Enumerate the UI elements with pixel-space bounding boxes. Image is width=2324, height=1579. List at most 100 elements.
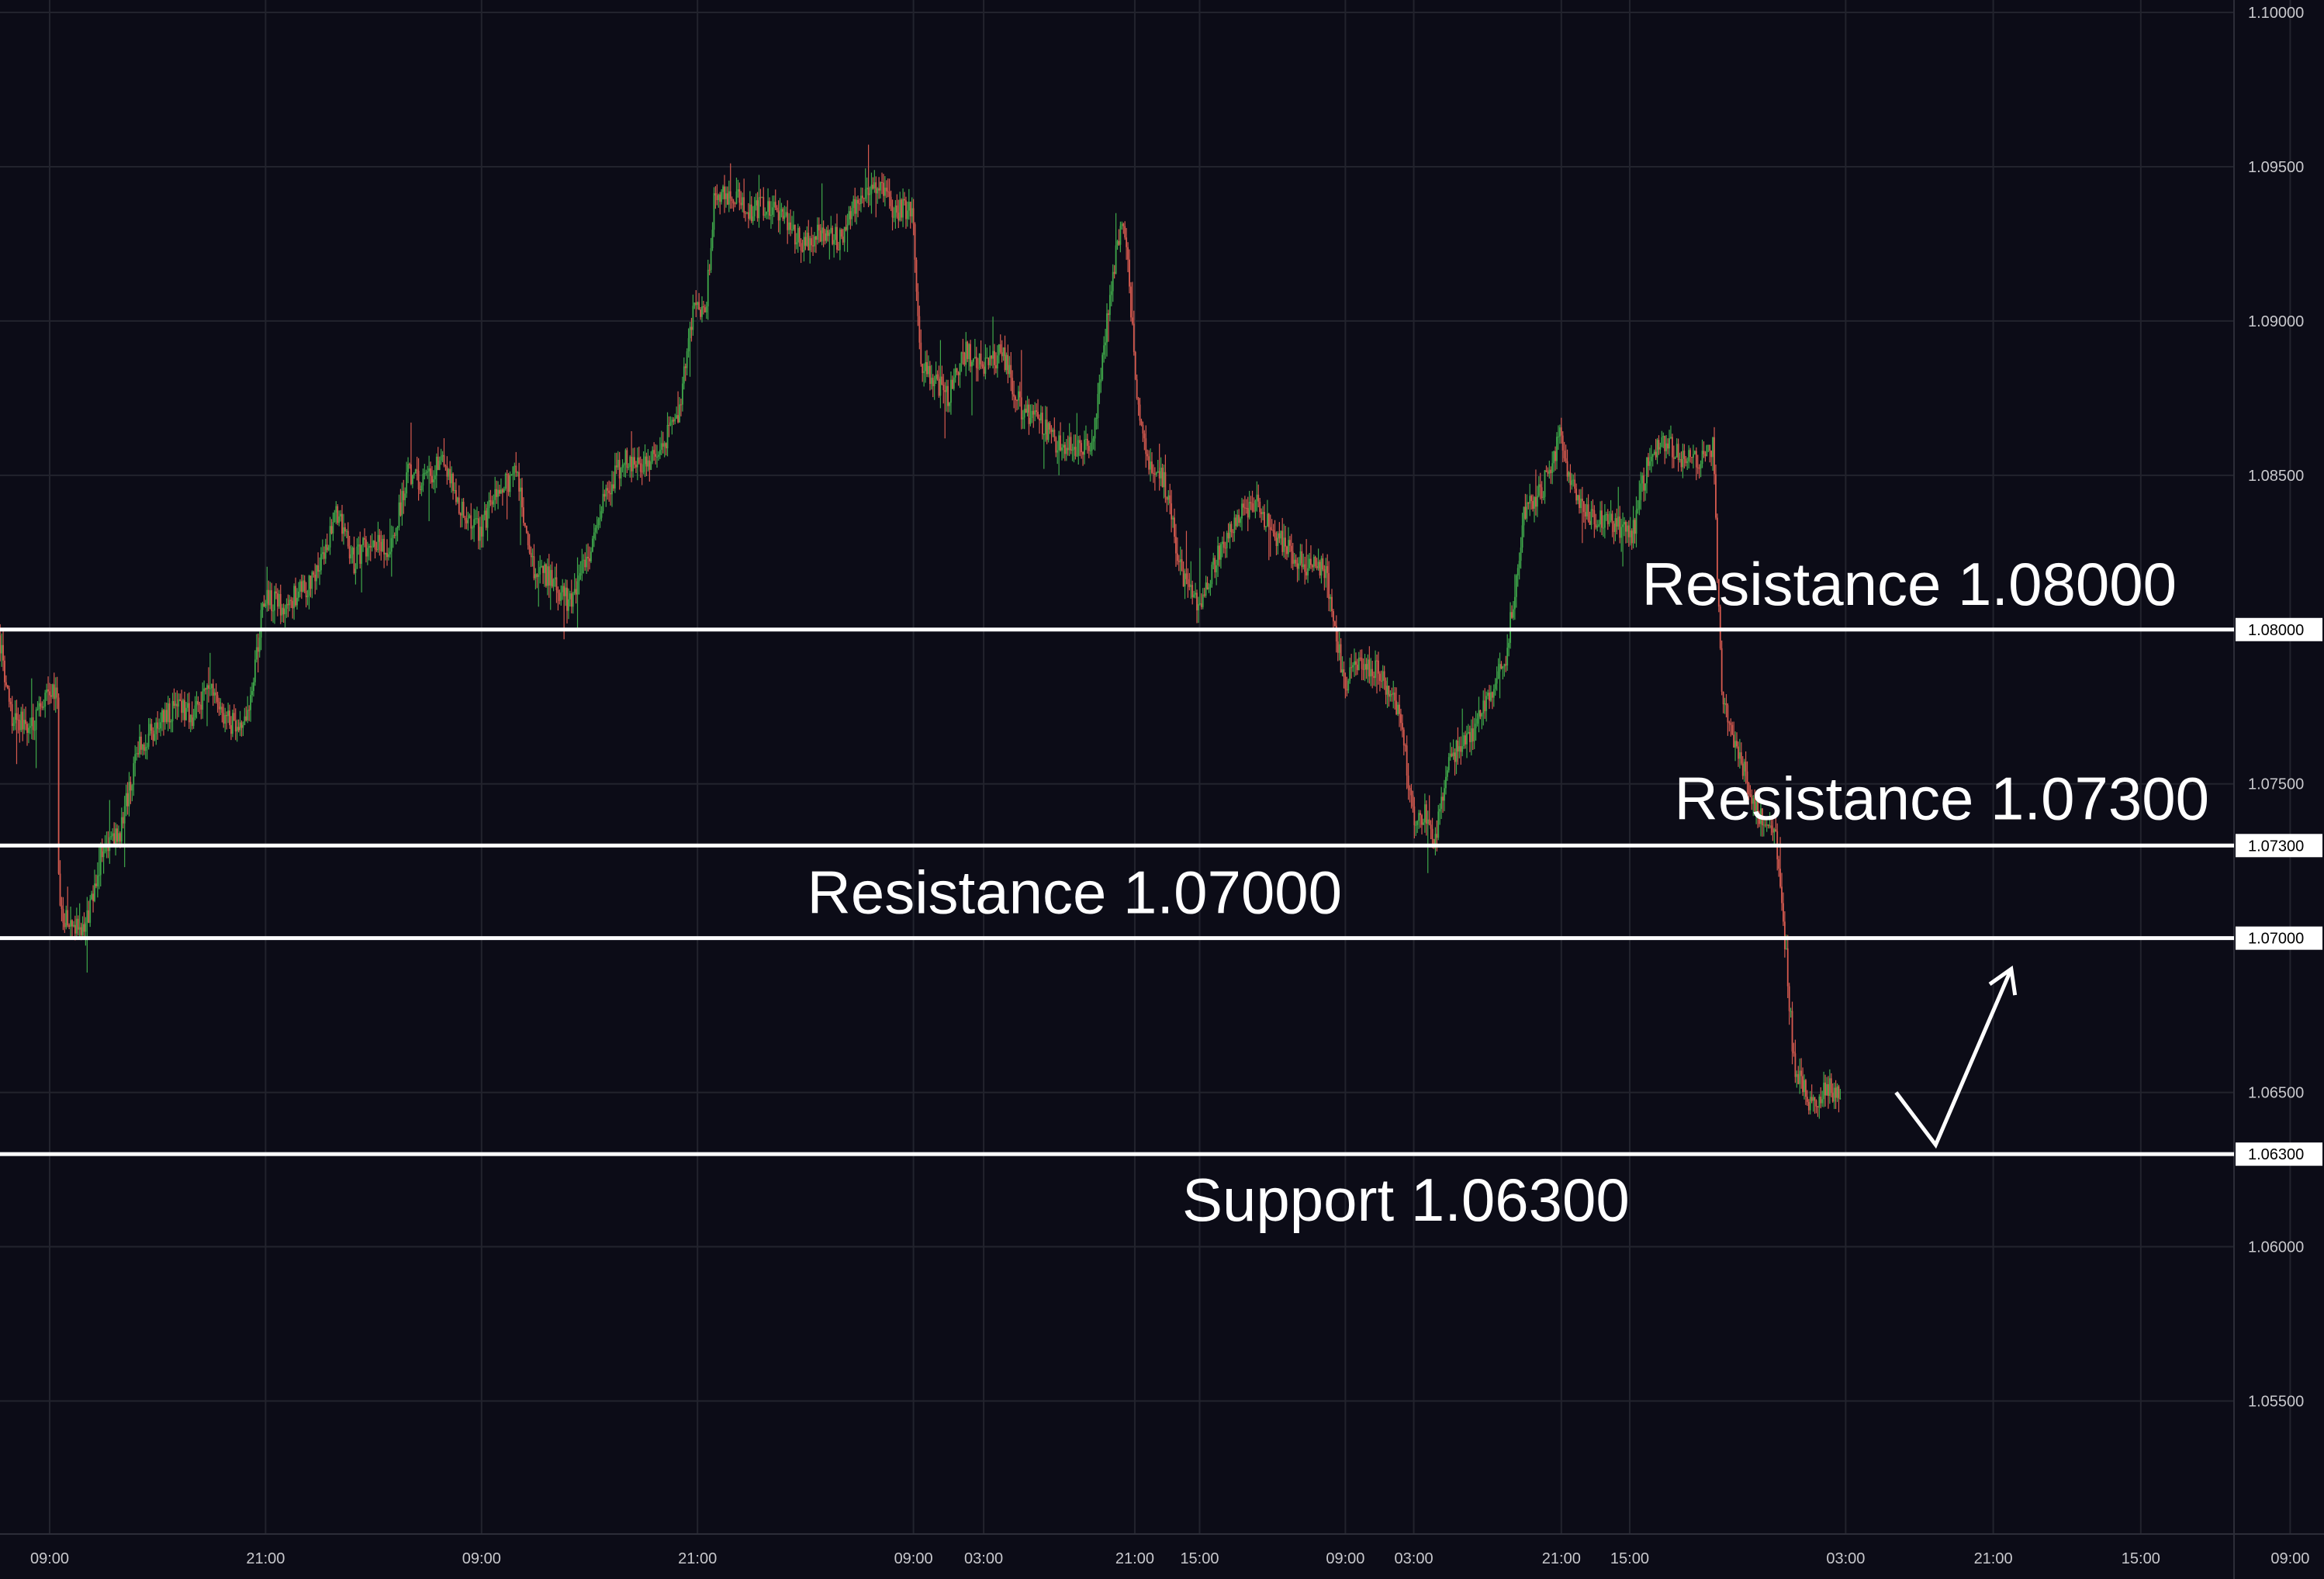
candle-body [1479, 710, 1482, 717]
candle-body [240, 722, 243, 728]
candle-body [443, 454, 445, 466]
candle-body [272, 610, 274, 612]
candle-body [146, 746, 148, 748]
candle-body [1539, 484, 1541, 488]
candle-body [674, 418, 676, 422]
candle-body [1005, 354, 1008, 371]
candle-body [1153, 472, 1154, 474]
candle-body [1770, 825, 1772, 828]
candle-body [1590, 509, 1593, 525]
candle-body [962, 352, 964, 354]
candle-body [1388, 686, 1390, 697]
candle-body [1041, 413, 1043, 434]
candle-body [984, 358, 987, 374]
candle-body [382, 538, 384, 551]
candle-body [1814, 1097, 1816, 1100]
candle-body [1105, 342, 1106, 346]
candle-body [413, 473, 415, 475]
candle-body [1425, 804, 1427, 824]
candle-body [1012, 378, 1014, 395]
candle-body [917, 292, 919, 316]
candle-body [1025, 409, 1027, 413]
candle-body [1220, 544, 1222, 560]
candle-body [1174, 517, 1175, 537]
candle-body [1810, 1097, 1813, 1101]
candle-body [1746, 771, 1748, 783]
candle-body [1625, 521, 1627, 532]
candle-body [721, 192, 723, 202]
candle-body [497, 489, 499, 497]
candle-body [366, 548, 368, 557]
candle-body [368, 545, 370, 548]
candle-body [1677, 444, 1679, 461]
candle-body [647, 460, 649, 467]
candle-body [298, 591, 299, 598]
candle-body [150, 724, 153, 731]
candle-body [1086, 438, 1088, 446]
candle-body [797, 227, 799, 243]
candle-body [610, 492, 611, 495]
candle-body [591, 538, 593, 552]
candle-body [1240, 518, 1241, 523]
candle-body [1082, 451, 1084, 455]
candle-body [818, 224, 820, 231]
candle-body [1637, 508, 1639, 510]
candle-body [774, 202, 776, 208]
candle-body [1767, 824, 1769, 827]
candle-body [1394, 693, 1396, 701]
candle-body [392, 534, 394, 538]
candle-body [557, 590, 559, 593]
candle-body [188, 703, 190, 723]
candle-body [1463, 735, 1465, 747]
candle-body [965, 341, 967, 365]
candle-body [1274, 532, 1276, 538]
candle-body [1371, 669, 1374, 676]
candle-body [1163, 472, 1165, 488]
candle-body [317, 565, 319, 572]
candle-body [1611, 513, 1613, 524]
candle-body [343, 527, 344, 534]
candle-body [1521, 525, 1523, 548]
candle-body [531, 556, 534, 558]
candle-body [1446, 770, 1448, 777]
candle-body [1640, 483, 1642, 500]
candle-body [195, 701, 198, 706]
candle-body [212, 683, 214, 696]
candle-body [909, 202, 911, 217]
candle-body [155, 722, 157, 734]
candle-body [753, 206, 756, 217]
candle-body [973, 358, 974, 362]
candle-body [1118, 240, 1120, 245]
candle-body [202, 691, 204, 710]
level-annotation: Resistance 1.07000 [808, 859, 1342, 927]
candle-body [409, 464, 410, 465]
candle-body [803, 237, 805, 252]
candle-body [1401, 723, 1403, 730]
candle-body [906, 210, 908, 219]
candle-body [94, 883, 95, 901]
candle-body [46, 689, 48, 693]
candle-body [1350, 667, 1353, 669]
candle-body [596, 525, 598, 528]
candle-body [110, 836, 112, 838]
candle-body [1110, 291, 1112, 295]
candle-body [1431, 828, 1433, 840]
candle-body [1709, 444, 1711, 451]
candle-body [1683, 451, 1686, 459]
candle-body [1759, 816, 1760, 824]
candle-body [659, 449, 661, 455]
candle-body [584, 559, 586, 568]
y-tick-label: 1.09500 [2248, 159, 2304, 176]
candle-body [14, 713, 16, 724]
candle-body [1542, 496, 1544, 499]
candle-body [454, 489, 455, 491]
candle-body [1484, 700, 1486, 711]
candle-body [1491, 692, 1493, 698]
candle-body [1481, 713, 1483, 717]
candle-body [40, 703, 42, 707]
candle-body [714, 193, 717, 195]
candle-body [1518, 561, 1520, 568]
candle-body [713, 193, 715, 230]
candle-body [524, 523, 526, 527]
candle-body [230, 725, 232, 734]
